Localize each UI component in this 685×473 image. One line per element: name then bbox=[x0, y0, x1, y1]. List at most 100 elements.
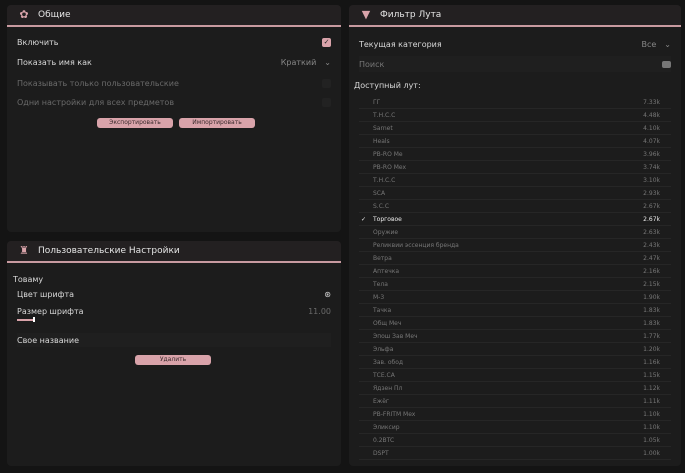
loot-item[interactable]: Ежёг1.11k bbox=[359, 395, 671, 408]
loot-item-value: 2.43k bbox=[643, 242, 660, 249]
custom-title: Пользовательские Настройки bbox=[38, 246, 180, 256]
custom-panel: ♜Пользовательские Настройки Товаму Цвет … bbox=[7, 241, 341, 466]
loot-item[interactable]: ГГ7.33k bbox=[359, 96, 671, 109]
loot-item-name: Тачка bbox=[373, 307, 391, 314]
loot-item[interactable]: Тачка1.83k bbox=[359, 304, 671, 317]
loot-item-name: 0.2BTC bbox=[373, 437, 394, 444]
loot-item[interactable]: Аптечка2.16k bbox=[359, 265, 671, 278]
loot-item-value: 1.20k bbox=[643, 346, 660, 353]
loot-item-value: 1.11k bbox=[643, 398, 660, 405]
loot-item-name: Sarnet bbox=[373, 125, 393, 132]
loot-item-value: 1.90k bbox=[643, 294, 660, 301]
gear-icon: ✿ bbox=[18, 9, 30, 21]
show-names-label: Показать имя как bbox=[17, 58, 92, 67]
loot-item[interactable]: Ветра 2.47k bbox=[359, 252, 671, 265]
custom-name-input[interactable]: Свое название bbox=[17, 333, 331, 347]
loot-item[interactable]: Реликвии эссенция бренда 2.43k bbox=[359, 239, 671, 252]
loot-item[interactable]: ✓ Торговое 2.67k bbox=[359, 213, 671, 226]
loot-item[interactable]: Оружие2.63k bbox=[359, 226, 671, 239]
loot-item-name: ГГ bbox=[373, 99, 380, 106]
show-names-dropdown[interactable]: Краткий ⌄ bbox=[281, 58, 331, 67]
loot-item-value: 4.07k bbox=[643, 138, 660, 145]
loot-item[interactable]: Эликсир1.10k bbox=[359, 421, 671, 434]
loot-item-name: M-3 bbox=[373, 294, 384, 301]
show-names-value: Краткий bbox=[281, 58, 317, 67]
loot-item-name: Ветра bbox=[373, 255, 392, 262]
category-label: Текущая категория bbox=[359, 40, 442, 49]
loot-item[interactable]: S.C.C2.67k bbox=[359, 200, 671, 213]
loot-item[interactable]: PB-RO Mex3.74k bbox=[359, 161, 671, 174]
loot-item[interactable]: Тела2.15k bbox=[359, 278, 671, 291]
loot-item[interactable]: ТСЕ.СА1.15k bbox=[359, 369, 671, 382]
loot-item[interactable]: Общ Меч 1.83k bbox=[359, 317, 671, 330]
loot-item[interactable]: Эпош Зав Меч1.77k bbox=[359, 330, 671, 343]
loot-item-name: Реликвии эссенция бренда bbox=[373, 242, 459, 249]
font-size-value: 11.00 bbox=[308, 307, 331, 316]
loot-item-value: 2.15k bbox=[643, 281, 660, 288]
loot-item-value: 1.10k bbox=[643, 411, 660, 418]
loot-item-value: 1.12k bbox=[643, 385, 660, 392]
loot-item[interactable]: SCA 2.93k bbox=[359, 187, 671, 200]
chevron-down-icon: ⌄ bbox=[664, 40, 671, 49]
loot-item-name: Эпош Зав Меч bbox=[373, 333, 418, 340]
only-custom-label: Показывать только пользовательские bbox=[17, 79, 179, 88]
loot-item[interactable]: 0.2BTC1.05k bbox=[359, 434, 671, 447]
loot-item-value: 2.47k bbox=[643, 255, 660, 262]
loot-item-name: DSPT bbox=[373, 450, 389, 457]
export-button[interactable]: Экспортировать bbox=[97, 118, 173, 128]
same-settings-checkbox[interactable] bbox=[322, 98, 331, 107]
loot-item-name: Эликсир bbox=[373, 424, 400, 431]
loot-item-value: 4.48k bbox=[643, 112, 660, 119]
loot-item-name: Ядзен Пл bbox=[373, 385, 402, 392]
loot-list: ГГ7.33kТ.Н.С.С4.48k Sarnet 4.10k Heals4.07k… bbox=[359, 96, 671, 460]
search-toggle-icon[interactable] bbox=[662, 61, 671, 68]
loot-item[interactable]: Heals4.07k bbox=[359, 135, 671, 148]
loot-item[interactable]: PB-FRITM Mex1.10k bbox=[359, 408, 671, 421]
delete-button[interactable]: Удалить bbox=[135, 355, 211, 365]
custom-name-label: Свое название bbox=[17, 336, 79, 345]
filter-title: Фильтр Лута bbox=[380, 10, 441, 20]
font-size-slider[interactable] bbox=[17, 319, 317, 322]
loot-item-value: 4.10k bbox=[643, 125, 660, 132]
loot-item-name: Торговое bbox=[373, 216, 402, 223]
loot-item-value: 2.67k bbox=[643, 216, 660, 223]
loot-item-value: 2.93k bbox=[643, 190, 660, 197]
loot-item[interactable]: Эльфа 1.20k bbox=[359, 343, 671, 356]
loot-item-name: S.C.C bbox=[373, 203, 389, 210]
category-dropdown[interactable]: Все ⌄ bbox=[641, 40, 671, 49]
enable-row[interactable]: Включить✓ bbox=[17, 35, 331, 49]
only-custom-checkbox[interactable] bbox=[322, 79, 331, 88]
general-header: ✿ Общие bbox=[7, 5, 341, 27]
loot-item-value: 2.16k bbox=[643, 268, 660, 275]
chevron-down-icon: ⌄ bbox=[324, 58, 331, 67]
import-button[interactable]: Импортировать bbox=[179, 118, 255, 128]
category-value: Все bbox=[641, 40, 656, 49]
loot-item-name: SCA bbox=[373, 190, 385, 197]
loot-item[interactable]: Т.Н.С.С4.48k bbox=[359, 109, 671, 122]
loot-item[interactable]: DSPT1.00k bbox=[359, 447, 671, 460]
loot-item-name: PB-RO Me bbox=[373, 151, 403, 158]
check-icon: ✓ bbox=[361, 216, 366, 223]
loot-item-name: Эльфа bbox=[373, 346, 393, 353]
search-input[interactable]: Поиск bbox=[359, 56, 671, 72]
group-label: Товаму bbox=[13, 272, 331, 286]
general-title: Общие bbox=[38, 10, 71, 20]
loot-item[interactable]: Sarnet 4.10k bbox=[359, 122, 671, 135]
loot-item[interactable]: M-3 1.90k bbox=[359, 291, 671, 304]
loot-item-value: 3.10k bbox=[643, 177, 660, 184]
filter-icon: ▼ bbox=[360, 9, 372, 21]
loot-item-value: 1.83k bbox=[643, 320, 660, 327]
user-settings-icon: ♜ bbox=[18, 245, 30, 257]
loot-item[interactable]: PB-RO Me3.96k bbox=[359, 148, 671, 161]
loot-item-name: Зав. обод bbox=[373, 359, 403, 366]
loot-item[interactable]: Ядзен Пл 1.12k bbox=[359, 382, 671, 395]
filter-panel: ▼ Фильтр Лута Текущая категория Все ⌄ Поиск… bbox=[349, 5, 681, 466]
color-picker-icon[interactable]: ⊛ bbox=[324, 290, 331, 299]
loot-item[interactable]: Зав. обод1.16k bbox=[359, 356, 671, 369]
filter-header: ▼ Фильтр Лута bbox=[349, 5, 681, 27]
loot-item-name: Общ Меч bbox=[373, 320, 401, 327]
loot-item-value: 2.63k bbox=[643, 229, 660, 236]
enable-checkbox[interactable]: ✓ bbox=[322, 38, 331, 47]
loot-item[interactable]: Т.Н.С.С3.10k bbox=[359, 174, 671, 187]
custom-header: ♜ Пользовательские Настройки bbox=[7, 241, 341, 263]
